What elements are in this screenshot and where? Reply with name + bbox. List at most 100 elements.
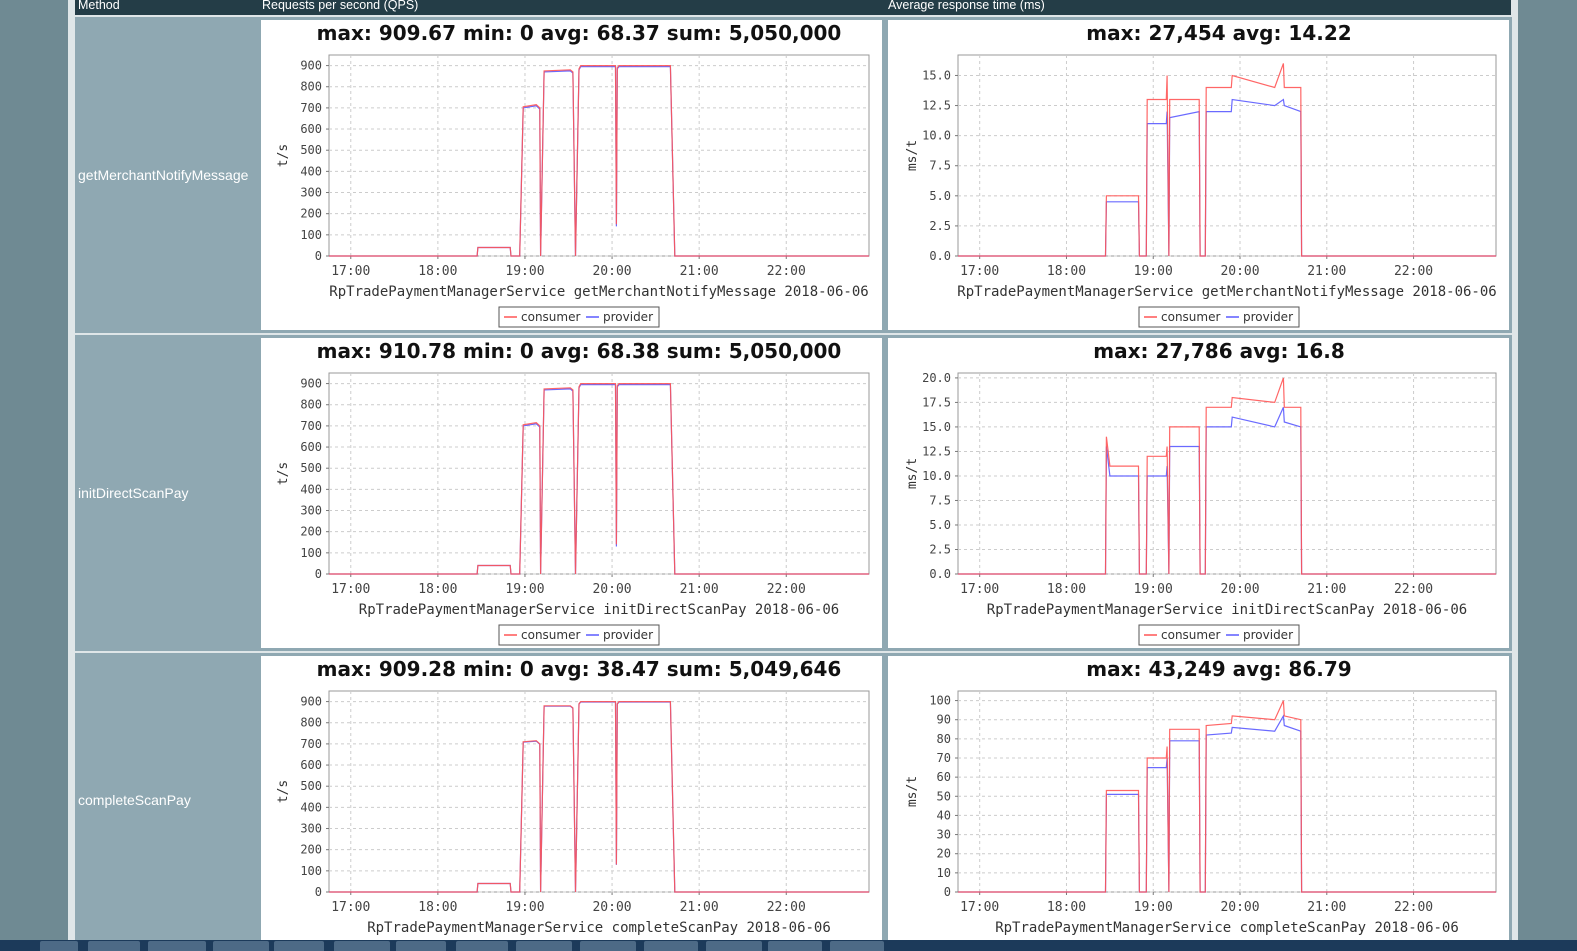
x-tick-label: 17:00 bbox=[331, 900, 370, 915]
y-tick-label: 100 bbox=[929, 694, 951, 708]
x-tick-label: 22:00 bbox=[1394, 582, 1433, 597]
taskbar[interactable] bbox=[0, 940, 1577, 951]
response-time-chart-cell: max: 27,454 avg: 14.22 17:00 18:00 19:00 20:… bbox=[885, 17, 1512, 333]
series-line-provider bbox=[958, 407, 1496, 575]
x-tick-label: 22:00 bbox=[1394, 900, 1433, 915]
x-tick-label: 18:00 bbox=[1047, 264, 1086, 279]
taskbar-button[interactable] bbox=[706, 941, 762, 951]
taskbar-button[interactable] bbox=[334, 941, 390, 951]
taskbar-button[interactable] bbox=[40, 941, 78, 951]
y-tick-label: 60 bbox=[937, 770, 951, 784]
y-tick-label: 15.0 bbox=[922, 68, 951, 82]
y-tick-label: 10.0 bbox=[922, 469, 951, 483]
qps-chart: max: 910.78 min: 0 avg: 68.38 sum: 5,050… bbox=[276, 339, 870, 646]
plot-area bbox=[957, 690, 1497, 893]
y-tick-label: 700 bbox=[300, 737, 322, 751]
response-time-chart-cell: max: 27,786 avg: 16.8 17:00 18:00 19:00 20:0… bbox=[885, 335, 1512, 651]
taskbar-button[interactable] bbox=[148, 941, 206, 951]
y-tick-label: 50 bbox=[937, 789, 951, 803]
x-tick-label: 21:00 bbox=[1307, 582, 1346, 597]
y-tick-label: 10 bbox=[937, 866, 951, 880]
x-tick-label: 21:00 bbox=[680, 900, 719, 915]
legend-label: consumer bbox=[521, 628, 580, 642]
y-tick-label: 400 bbox=[300, 482, 322, 496]
legend-label: provider bbox=[1243, 310, 1293, 324]
y-tick-label: 0 bbox=[315, 567, 322, 581]
taskbar-button[interactable] bbox=[768, 941, 822, 951]
y-tick-label: 0.0 bbox=[929, 249, 951, 263]
y-axis-label: ms/t bbox=[905, 140, 920, 171]
y-tick-label: 800 bbox=[300, 716, 322, 730]
y-tick-label: 200 bbox=[300, 207, 322, 221]
y-tick-label: 15.0 bbox=[922, 420, 951, 434]
x-tick-label: 18:00 bbox=[418, 900, 457, 915]
legend-label: consumer bbox=[521, 310, 580, 324]
x-tick-label: 18:00 bbox=[1047, 582, 1086, 597]
legend-box bbox=[498, 624, 660, 646]
taskbar-button[interactable] bbox=[830, 941, 884, 951]
x-axis-label: RpTradePaymentManagerService completeSca… bbox=[367, 920, 831, 936]
y-tick-label: 20 bbox=[937, 847, 951, 861]
chart-title: max: 27,454 avg: 14.22 bbox=[1086, 21, 1351, 45]
header-qps: Requests per second (QPS) bbox=[262, 0, 419, 12]
taskbar-button[interactable] bbox=[396, 941, 446, 951]
series-line-consumer bbox=[329, 382, 869, 575]
x-tick-label: 21:00 bbox=[1307, 900, 1346, 915]
y-tick-label: 2.5 bbox=[929, 542, 951, 556]
series-line-consumer bbox=[329, 700, 869, 893]
x-tick-label: 17:00 bbox=[960, 900, 999, 915]
y-tick-label: 12.5 bbox=[922, 99, 951, 113]
y-tick-label: 700 bbox=[300, 419, 322, 433]
series-line-consumer bbox=[958, 63, 1496, 257]
y-tick-label: 2.5 bbox=[929, 219, 951, 233]
y-tick-label: 17.5 bbox=[922, 395, 951, 409]
chart-title: max: 910.78 min: 0 avg: 68.38 sum: 5,050… bbox=[317, 339, 842, 363]
x-tick-label: 19:00 bbox=[505, 900, 544, 915]
y-tick-label: 5.0 bbox=[929, 189, 951, 203]
taskbar-button[interactable] bbox=[88, 941, 140, 951]
taskbar-button[interactable] bbox=[644, 941, 698, 951]
x-tick-label: 21:00 bbox=[680, 582, 719, 597]
taskbar-button[interactable] bbox=[456, 941, 508, 951]
legend-label: provider bbox=[1243, 628, 1293, 642]
qps-chart-cell: max: 909.67 min: 0 avg: 68.37 sum: 5,050… bbox=[258, 17, 885, 333]
y-tick-label: 20.0 bbox=[922, 371, 951, 385]
y-tick-label: 300 bbox=[300, 504, 322, 518]
x-tick-label: 22:00 bbox=[1394, 264, 1433, 279]
x-axis-label: RpTradePaymentManagerService initDirectS… bbox=[987, 602, 1467, 618]
y-tick-label: 100 bbox=[300, 864, 322, 878]
y-tick-label: 500 bbox=[300, 143, 322, 157]
x-tick-label: 22:00 bbox=[767, 582, 806, 597]
x-tick-label: 18:00 bbox=[1047, 900, 1086, 915]
y-tick-label: 600 bbox=[300, 122, 322, 136]
y-axis-label: t/s bbox=[276, 144, 291, 167]
legend-label: provider bbox=[603, 628, 653, 642]
taskbar-button[interactable] bbox=[213, 941, 269, 951]
x-tick-label: 20:00 bbox=[592, 264, 631, 279]
y-tick-label: 800 bbox=[300, 398, 322, 412]
x-axis-label: RpTradePaymentManagerService getMerchant… bbox=[329, 284, 868, 300]
taskbar-button[interactable] bbox=[274, 941, 324, 951]
plot-area bbox=[957, 54, 1497, 257]
plot-area bbox=[957, 372, 1497, 575]
x-tick-label: 19:00 bbox=[1134, 264, 1173, 279]
taskbar-button[interactable] bbox=[516, 941, 572, 951]
x-axis-label: RpTradePaymentManagerService getMerchant… bbox=[957, 284, 1496, 300]
y-tick-label: 900 bbox=[300, 377, 322, 391]
y-tick-label: 0 bbox=[315, 885, 322, 899]
x-tick-label: 22:00 bbox=[767, 264, 806, 279]
y-tick-label: 800 bbox=[300, 80, 322, 94]
y-tick-label: 0 bbox=[315, 249, 322, 263]
y-tick-label: 900 bbox=[300, 59, 322, 73]
taskbar-button[interactable] bbox=[580, 941, 636, 951]
y-tick-label: 200 bbox=[300, 843, 322, 857]
y-tick-label: 300 bbox=[300, 822, 322, 836]
qps-chart-cell: max: 909.28 min: 0 avg: 38.47 sum: 5,049… bbox=[258, 653, 885, 946]
y-tick-label: 400 bbox=[300, 800, 322, 814]
x-tick-label: 20:00 bbox=[1220, 264, 1259, 279]
y-tick-label: 100 bbox=[300, 228, 322, 242]
plot-area bbox=[328, 372, 870, 575]
series-line-consumer bbox=[329, 64, 869, 257]
x-tick-label: 17:00 bbox=[331, 582, 370, 597]
chart-title: max: 909.67 min: 0 avg: 68.37 sum: 5,050… bbox=[317, 21, 842, 45]
